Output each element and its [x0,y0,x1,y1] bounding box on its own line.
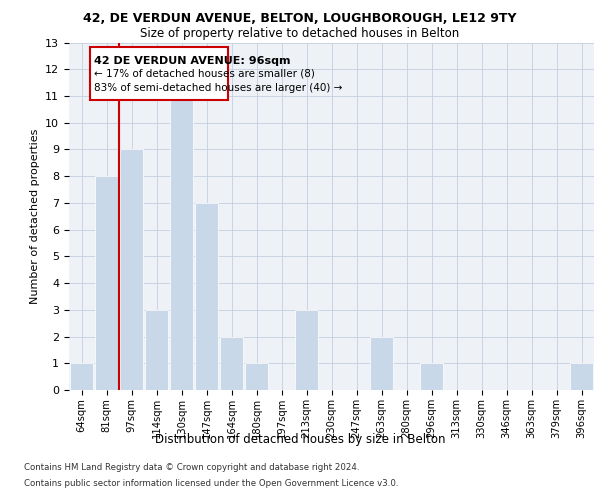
Text: Distribution of detached houses by size in Belton: Distribution of detached houses by size … [155,432,445,446]
Bar [170,96,193,390]
Bar [95,176,118,390]
Bar [420,364,443,390]
Text: Contains public sector information licensed under the Open Government Licence v3: Contains public sector information licen… [24,478,398,488]
Bar [570,364,593,390]
Bar [145,310,168,390]
Y-axis label: Number of detached properties: Number of detached properties [29,128,40,304]
Bar [370,336,393,390]
Bar [195,203,218,390]
Text: 42 DE VERDUN AVENUE: 96sqm: 42 DE VERDUN AVENUE: 96sqm [94,56,290,66]
FancyBboxPatch shape [90,46,228,100]
Text: ← 17% of detached houses are smaller (8): ← 17% of detached houses are smaller (8) [94,68,315,78]
Text: 42, DE VERDUN AVENUE, BELTON, LOUGHBOROUGH, LE12 9TY: 42, DE VERDUN AVENUE, BELTON, LOUGHBOROU… [83,12,517,26]
Bar [245,364,268,390]
Bar [70,364,93,390]
Bar [220,336,243,390]
Text: Size of property relative to detached houses in Belton: Size of property relative to detached ho… [140,28,460,40]
Text: 83% of semi-detached houses are larger (40) →: 83% of semi-detached houses are larger (… [94,84,343,94]
Bar [295,310,318,390]
Text: Contains HM Land Registry data © Crown copyright and database right 2024.: Contains HM Land Registry data © Crown c… [24,464,359,472]
Bar [120,150,143,390]
